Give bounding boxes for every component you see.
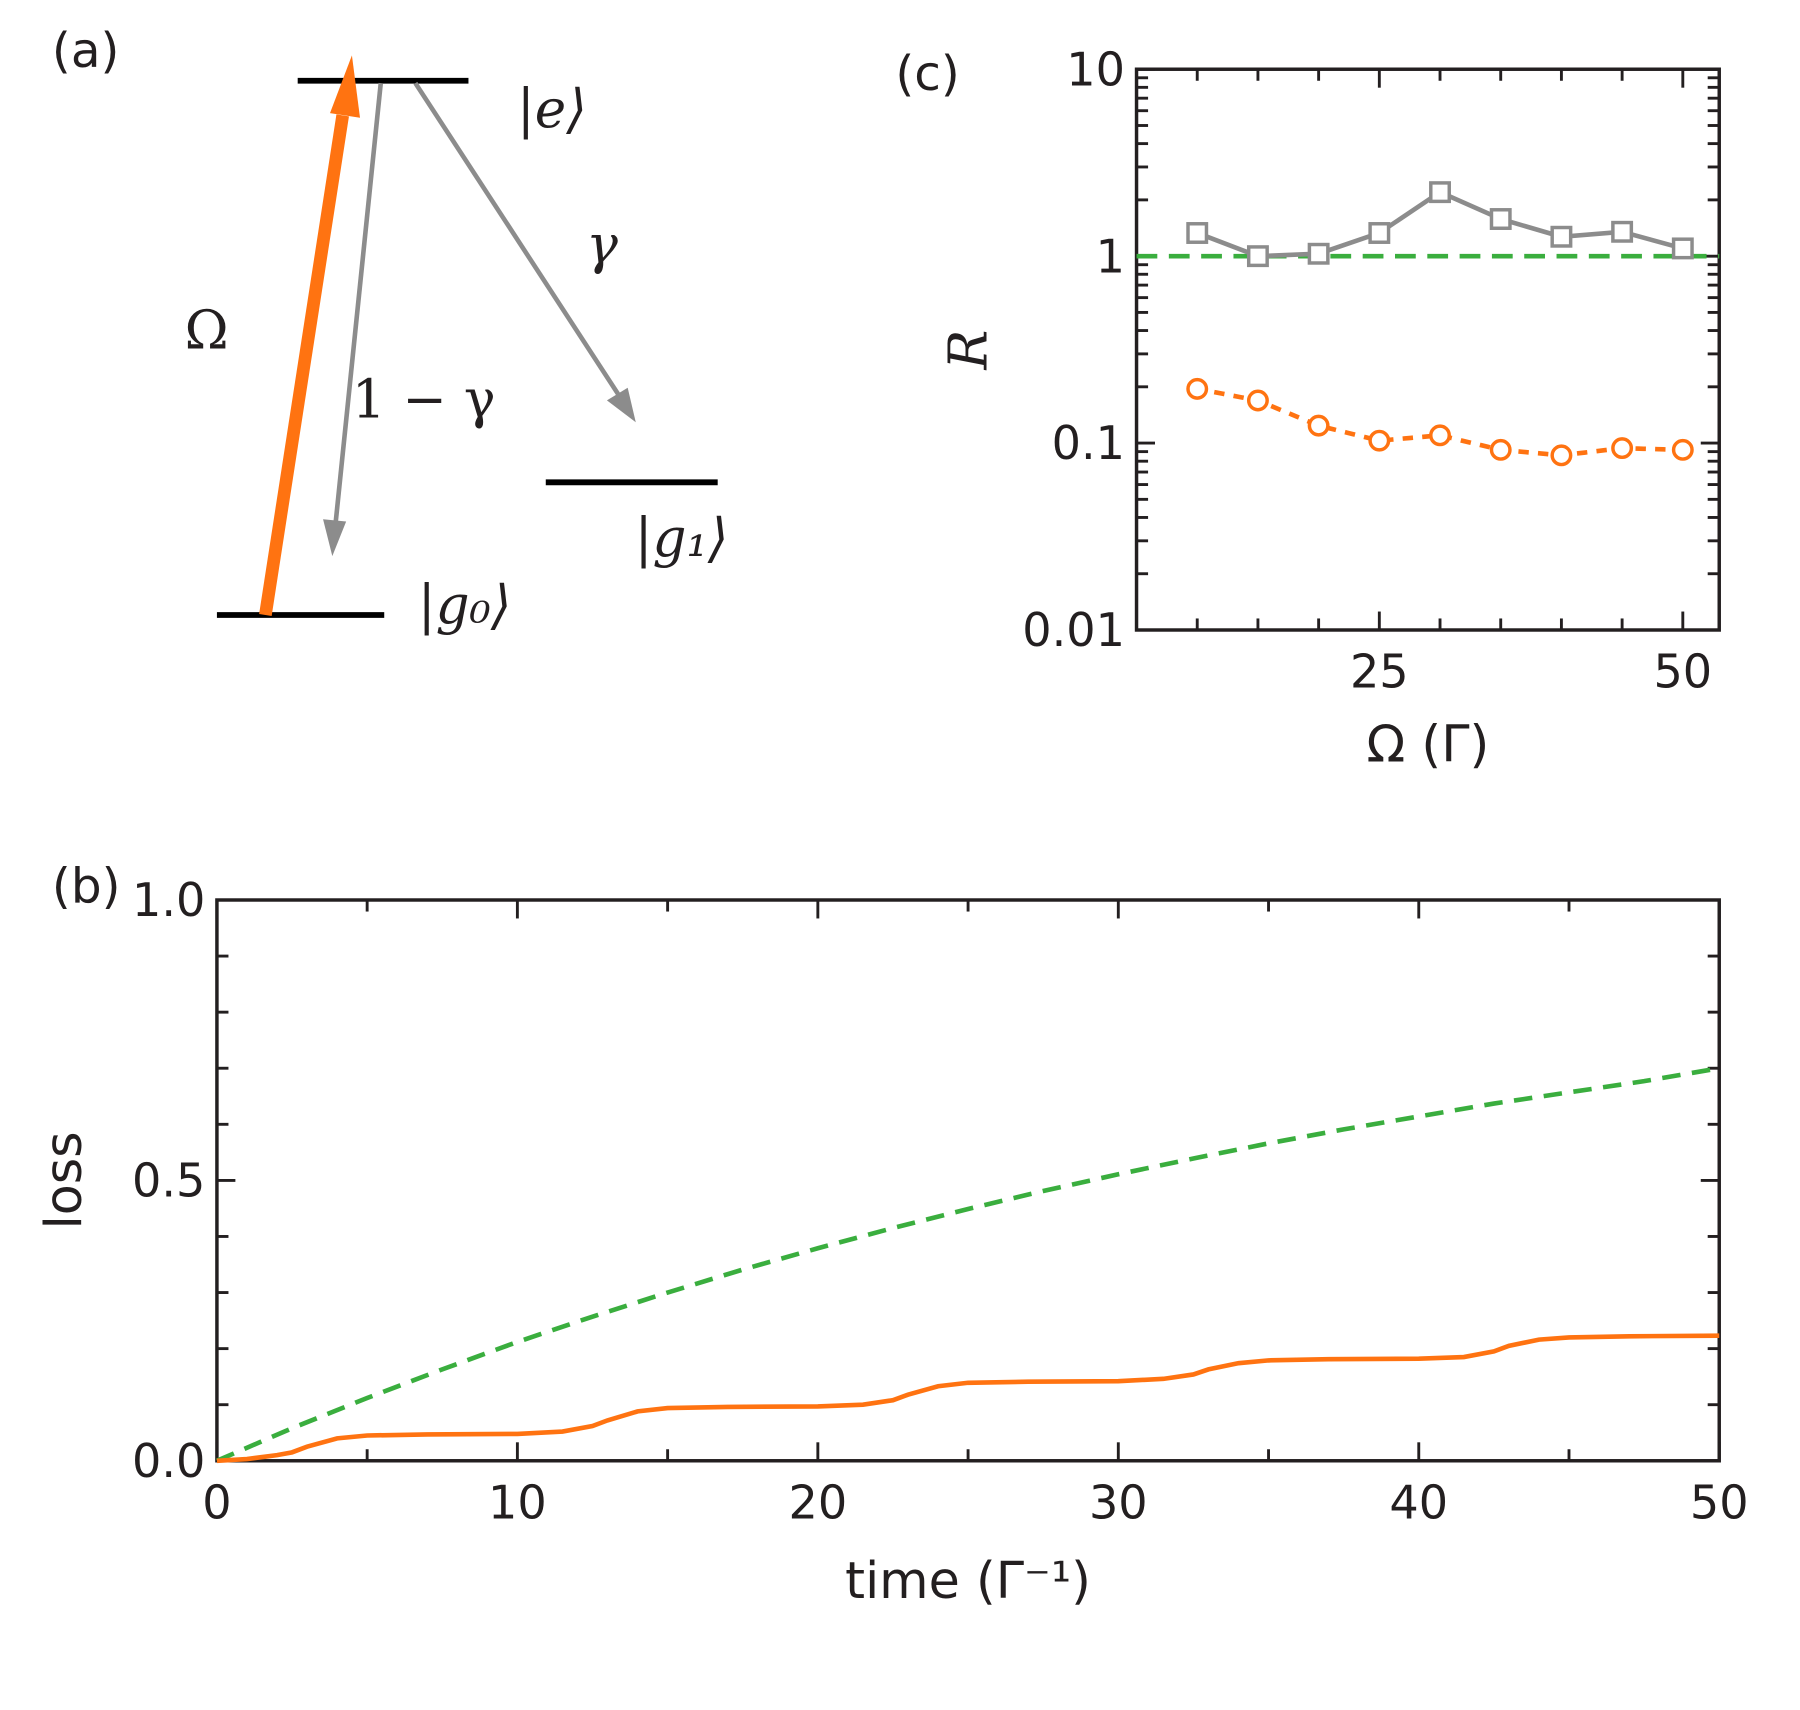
x-tick-label: 20	[788, 1475, 847, 1529]
panel-label-c: (c)	[895, 46, 959, 102]
circle-marker	[1429, 424, 1451, 447]
square-marker	[1550, 225, 1573, 248]
panel-label-a: (a)	[52, 23, 120, 79]
x-tick-label: 50	[1690, 1475, 1749, 1529]
decay-loss-arrow-head-icon	[606, 387, 636, 423]
orange-solid-line	[216, 1333, 1720, 1464]
y-tick-label: 0.1	[1052, 416, 1125, 470]
plot-frame	[215, 898, 1721, 1463]
level-e-label: |e⟩	[517, 78, 587, 140]
decay-loss-label: γ	[586, 214, 618, 276]
x-tick-label: 10	[488, 1475, 547, 1529]
circle-marker	[1611, 437, 1634, 460]
drive-arrow-head-icon	[330, 55, 360, 118]
orange-circles-line	[1194, 386, 1686, 458]
decay-back-arrow	[333, 82, 384, 522]
y-axis-label: loss	[34, 1131, 93, 1229]
y-tick-label: 0.5	[132, 1154, 205, 1208]
square-marker	[1246, 245, 1269, 268]
y-tick-label: 10	[1066, 42, 1125, 96]
decay-back-label: 1 − γ	[352, 369, 496, 431]
drive-arrow	[259, 114, 349, 616]
level-g1-label: |g₁⟩	[635, 507, 729, 569]
square-marker	[1429, 181, 1451, 204]
square-marker	[1671, 237, 1694, 260]
y-tick-label: 0.0	[132, 1434, 205, 1488]
green-dashed-line	[216, 1065, 1720, 1463]
y-tick-label: 1.0	[132, 873, 205, 927]
circle-marker	[1489, 438, 1512, 461]
ratio-chart: 25 50 0.01 0.1 1 10 Ω (Γ) R	[938, 42, 1721, 774]
x-tick-label: 30	[1089, 1475, 1148, 1529]
x-tick-label: 25	[1350, 645, 1409, 699]
loss-chart: 0 10 20 30 40 50 0.0 0.5 1.0 time (Γ⁻¹) loss	[34, 873, 1749, 1610]
circle-marker	[1671, 438, 1694, 461]
drive-label: Ω	[185, 299, 229, 361]
x-tick-label: 50	[1653, 645, 1712, 699]
panel-label-b: (b)	[52, 858, 121, 914]
decay-back-arrow-head-icon	[323, 519, 347, 557]
square-marker	[1186, 222, 1209, 244]
circle-marker	[1246, 389, 1269, 412]
square-marker	[1368, 222, 1391, 244]
y-tick-label: 0.01	[1022, 603, 1125, 657]
y-tick-label: 1	[1096, 229, 1125, 283]
square-marker	[1489, 208, 1512, 230]
level-diagram: Ω 1 − γ γ |e⟩ |g₀⟩ |g₁⟩	[185, 55, 729, 636]
square-marker	[1307, 242, 1330, 265]
x-axis-label: Ω (Γ)	[1366, 715, 1489, 774]
x-tick-label: 0	[202, 1475, 231, 1529]
x-axis-label: time (Γ⁻¹)	[845, 1551, 1091, 1610]
x-tick-label: 40	[1389, 1475, 1448, 1529]
plot-frame	[1134, 67, 1721, 632]
circle-marker	[1186, 377, 1209, 400]
level-g0-label: |g₀⟩	[418, 574, 512, 636]
circle-marker	[1368, 429, 1391, 452]
square-marker	[1611, 220, 1634, 243]
decay-loss-arrow	[413, 81, 621, 396]
y-axis-label: R	[938, 330, 1000, 371]
circle-marker	[1550, 444, 1573, 467]
circle-marker	[1307, 414, 1330, 437]
